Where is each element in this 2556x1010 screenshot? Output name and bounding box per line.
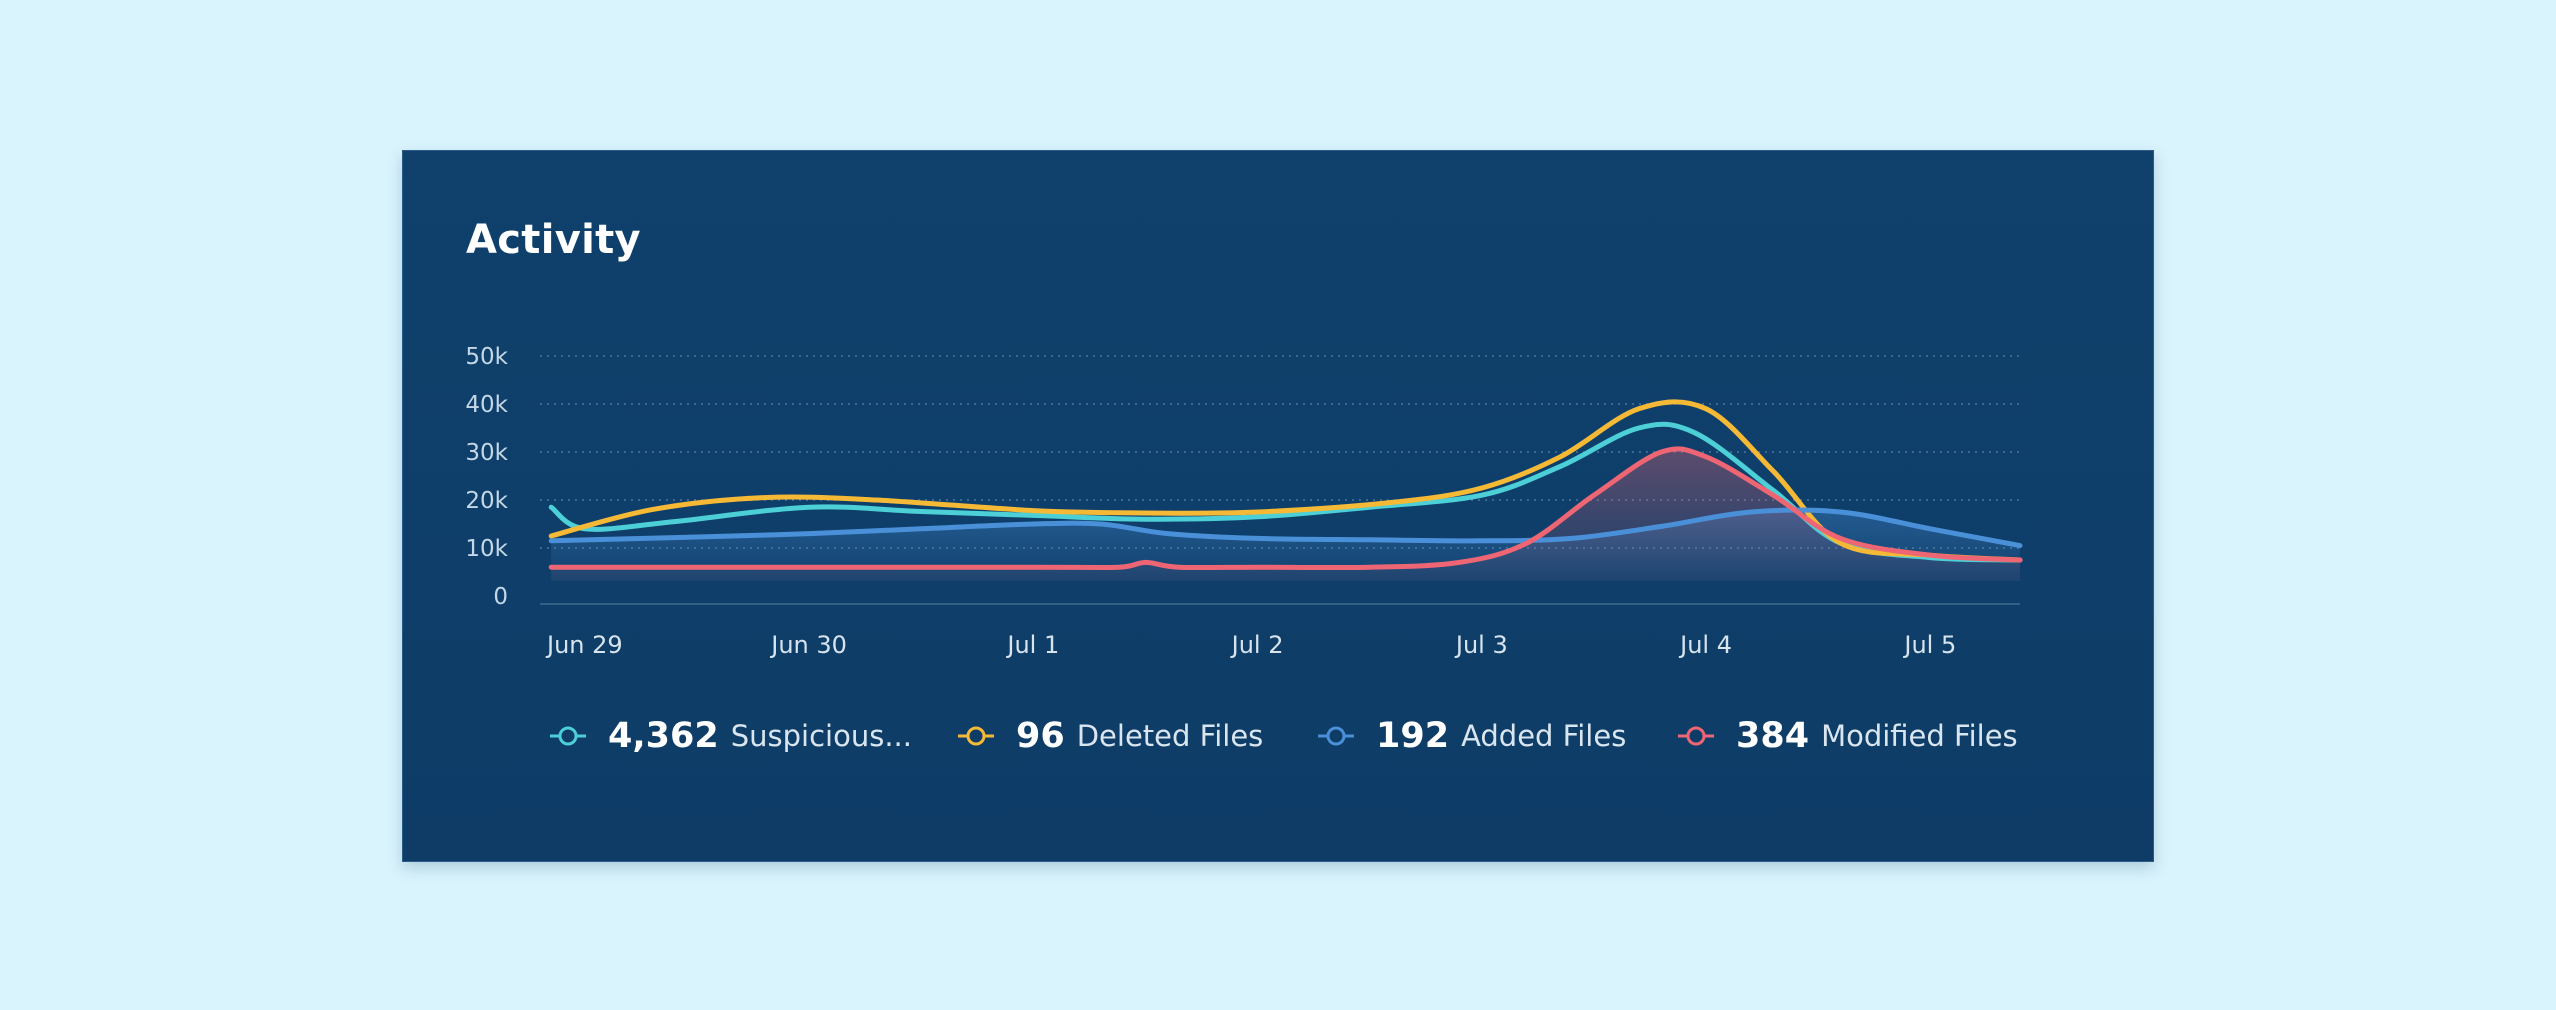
series-area-modified (551, 448, 2021, 581)
legend-label: Modified Files (1821, 719, 2018, 753)
x-axis-ticks: Jun 29 Jun 30 Jul 1 Jul 2 Jul 3 Jul 4 Jul 5 (545, 631, 1956, 659)
chart-lines (548, 399, 2023, 571)
x-tick-label: Jul 1 (1005, 631, 1059, 659)
y-axis-ticks: 50k 40k 30k 20k 10k 0 (465, 344, 508, 610)
activity-card: Activity 50k 40k 30k 20k 10k 0 Jun 29 Jun 30 Ju… (402, 150, 2154, 862)
legend-label: Suspicious... (730, 719, 912, 753)
series-line-deleted (548, 399, 2023, 563)
x-tick-label: Jul 2 (1230, 631, 1284, 659)
x-tick-label: Jun 30 (769, 631, 847, 659)
legend-item-suspicious[interactable]: 4,362 Suspicious... (548, 711, 912, 761)
legend-label: Added Files (1461, 719, 1627, 753)
x-tick-label: Jul 4 (1678, 631, 1732, 659)
legend-count: 4,362 (608, 716, 719, 756)
legend-marker-icon (550, 726, 586, 746)
legend-marker-icon (1678, 726, 1714, 746)
y-tick-label: 50k (465, 344, 508, 370)
legend-marker-icon (1318, 726, 1354, 746)
series-line-modified (548, 446, 2023, 571)
series-line-added (548, 507, 2023, 549)
y-tick-label: 30k (465, 440, 508, 466)
x-tick-label: Jun 29 (545, 631, 623, 659)
card-title: Activity (466, 217, 641, 263)
legend-marker-icon (958, 726, 994, 746)
y-tick-label: 0 (493, 584, 508, 610)
legend-label: Deleted Files (1076, 719, 1264, 753)
legend-count: 384 (1736, 716, 1810, 756)
legend-item-modified-files[interactable]: 384 Modified Files (1676, 711, 2018, 761)
y-tick-label: 10k (465, 536, 508, 562)
legend-item-deleted-files[interactable]: 96 Deleted Files (956, 711, 1263, 761)
legend-item-added-files[interactable]: 192 Added Files (1316, 711, 1626, 761)
x-tick-label: Jul 3 (1454, 631, 1508, 659)
x-tick-label: Jul 5 (1902, 631, 1956, 659)
legend-count: 192 (1376, 716, 1450, 756)
y-tick-label: 20k (465, 488, 508, 514)
y-tick-label: 40k (465, 392, 508, 418)
legend-count: 96 (1016, 716, 1065, 756)
